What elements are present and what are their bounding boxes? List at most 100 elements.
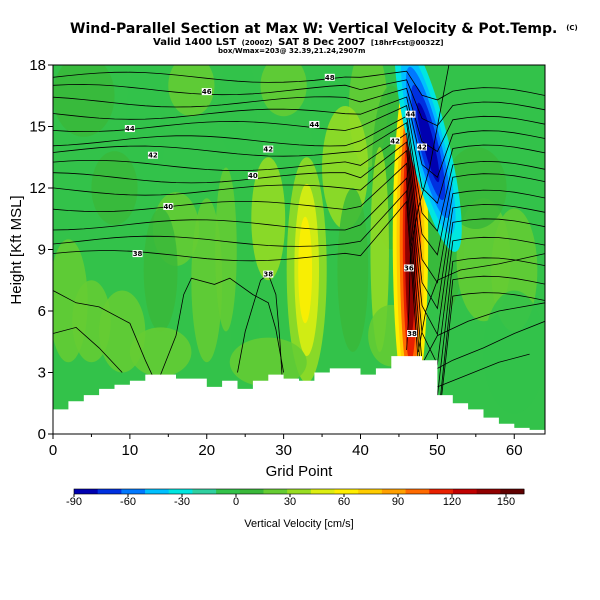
chart-title: Wind-Parallel Section at Max W: Vertical… [70, 21, 578, 37]
isentrope-label-box [263, 145, 274, 153]
isentrope-line [53, 177, 545, 398]
x-axis-label: Grid Point [266, 463, 334, 480]
isentrope-label: 44 [406, 111, 416, 119]
isentrope-label: 38 [263, 271, 273, 279]
isentrope-label-box [407, 330, 418, 338]
y-axis-label: Height [Kft MSL] [8, 195, 25, 304]
downdraft-core-ring [417, 102, 440, 183]
isentrope-line [53, 96, 545, 178]
isentrope-line [53, 105, 545, 204]
isentrope-line [53, 290, 154, 377]
colorbar: -90 -60 -30 0 30 60 90 120 150 [66, 488, 525, 508]
isentrope-label: 46 [202, 88, 212, 96]
colorbar-segment [452, 489, 478, 494]
colorbar-segment [381, 489, 407, 494]
isentrope-label-box [124, 125, 135, 133]
isentrope-line [406, 65, 450, 351]
colorbar-tick-label: 150 [497, 496, 515, 508]
isentrope-label: 44 [310, 121, 320, 129]
colorbar-segment [216, 489, 241, 494]
isentrope-label-box [324, 73, 335, 81]
isentrope-label: 40 [163, 203, 173, 211]
isentrope-line [53, 122, 545, 256]
isentrope-label: 42 [148, 152, 158, 160]
velocity-cell [483, 290, 545, 414]
isentrope-line [53, 162, 545, 366]
velocity-cell [218, 65, 257, 158]
colorbar-tick-label: -30 [174, 496, 190, 508]
colorbar-tick-label: 60 [338, 496, 350, 508]
isentrope-label-box [163, 202, 174, 210]
colorbar-segment [121, 489, 146, 494]
valid-date: SAT 8 Dec 2007 [278, 37, 365, 48]
isentrope-label: 42 [390, 137, 400, 145]
chart-subtitle-line3: box/Wmax=203@ 32.39,21.24,2907m [218, 47, 365, 55]
colorbar-segment [239, 489, 264, 494]
velocity-cell [215, 167, 237, 332]
colorbar-label: Vertical Velocity [cm/s] [244, 518, 353, 530]
velocity-cell [260, 65, 307, 117]
y-tick-label: 3 [38, 365, 46, 382]
y-tick-label: 0 [38, 426, 46, 443]
chart-subtitle-line1: Valid 1400 LST (2000Z) SAT 8 Dec 2007 [1… [153, 37, 443, 48]
colorbar-tick-label: 0 [233, 496, 239, 508]
x-axis: 0 10 20 30 40 50 60 [49, 434, 523, 459]
isentrope-line [53, 149, 545, 336]
colorbar-segment [97, 489, 122, 494]
isentrope-line [421, 302, 545, 365]
colorbar-segment [429, 489, 454, 494]
isentrope-label-box [405, 110, 416, 118]
isentrope-label-box [390, 137, 401, 145]
isentrope-line [429, 320, 545, 373]
velocity-cell [370, 147, 389, 352]
isentrope-line [53, 70, 545, 101]
y-axis: 0 3 6 9 12 15 18 [29, 57, 53, 443]
x-tick-label: 20 [198, 442, 215, 459]
colorbar-segment [310, 489, 336, 494]
x-tick-label: 50 [429, 442, 446, 459]
colorbar-segment [263, 489, 288, 494]
isentrope-label-box [309, 120, 320, 128]
forecast-info: [18hrFcst@0032Z] [371, 39, 444, 47]
colorbar-segment [358, 489, 383, 494]
colorbar-tick-label: 90 [392, 496, 404, 508]
velocity-cell [191, 198, 223, 363]
isentrope-label-box [417, 143, 427, 151]
valid-time-utc: (2000Z) [242, 39, 273, 47]
y-tick-label: 18 [29, 57, 46, 74]
velocity-cell [143, 208, 178, 332]
isentrope-line [53, 79, 545, 127]
y-tick-label: 9 [38, 242, 46, 259]
isentrope-label: 44 [125, 125, 135, 133]
x-tick-label: 40 [352, 442, 369, 459]
isentrope-line [53, 87, 545, 153]
colorbar-segment [145, 489, 170, 494]
colorbar-frame [73, 488, 525, 495]
velocity-cell [229, 337, 307, 387]
velocity-cell [298, 216, 313, 324]
x-tick-label: 10 [122, 442, 139, 459]
isentrope-line [53, 141, 545, 310]
isentrope-contours [53, 65, 545, 434]
isentrope-line [417, 253, 545, 353]
colorbar-segment [334, 489, 359, 494]
velocity-cell [91, 151, 138, 225]
isentrope-label: 48 [325, 74, 335, 82]
isentrope-label: 42 [263, 146, 273, 154]
velocity-cell [53, 65, 115, 137]
colorbar-segment [500, 489, 525, 494]
y-tick-label: 12 [29, 180, 46, 197]
isentrope-label: 38 [133, 250, 143, 258]
x-tick-label: 60 [506, 442, 523, 459]
isentrope-line [160, 277, 284, 375]
isentrope-label: 42 [417, 144, 427, 152]
isentrope-label-box [132, 250, 143, 258]
valid-time: Valid 1400 LST [153, 37, 236, 48]
velocity-cell [251, 157, 286, 281]
isentrope-label-box [247, 172, 258, 180]
colorbar-segment [476, 489, 501, 494]
isentrope-labels: 46 48 44 44 44 42 42 42 42 40 40 38 38 36 38 [124, 73, 427, 338]
colorbar-tick-label: -60 [120, 496, 136, 508]
terrain [53, 356, 545, 434]
